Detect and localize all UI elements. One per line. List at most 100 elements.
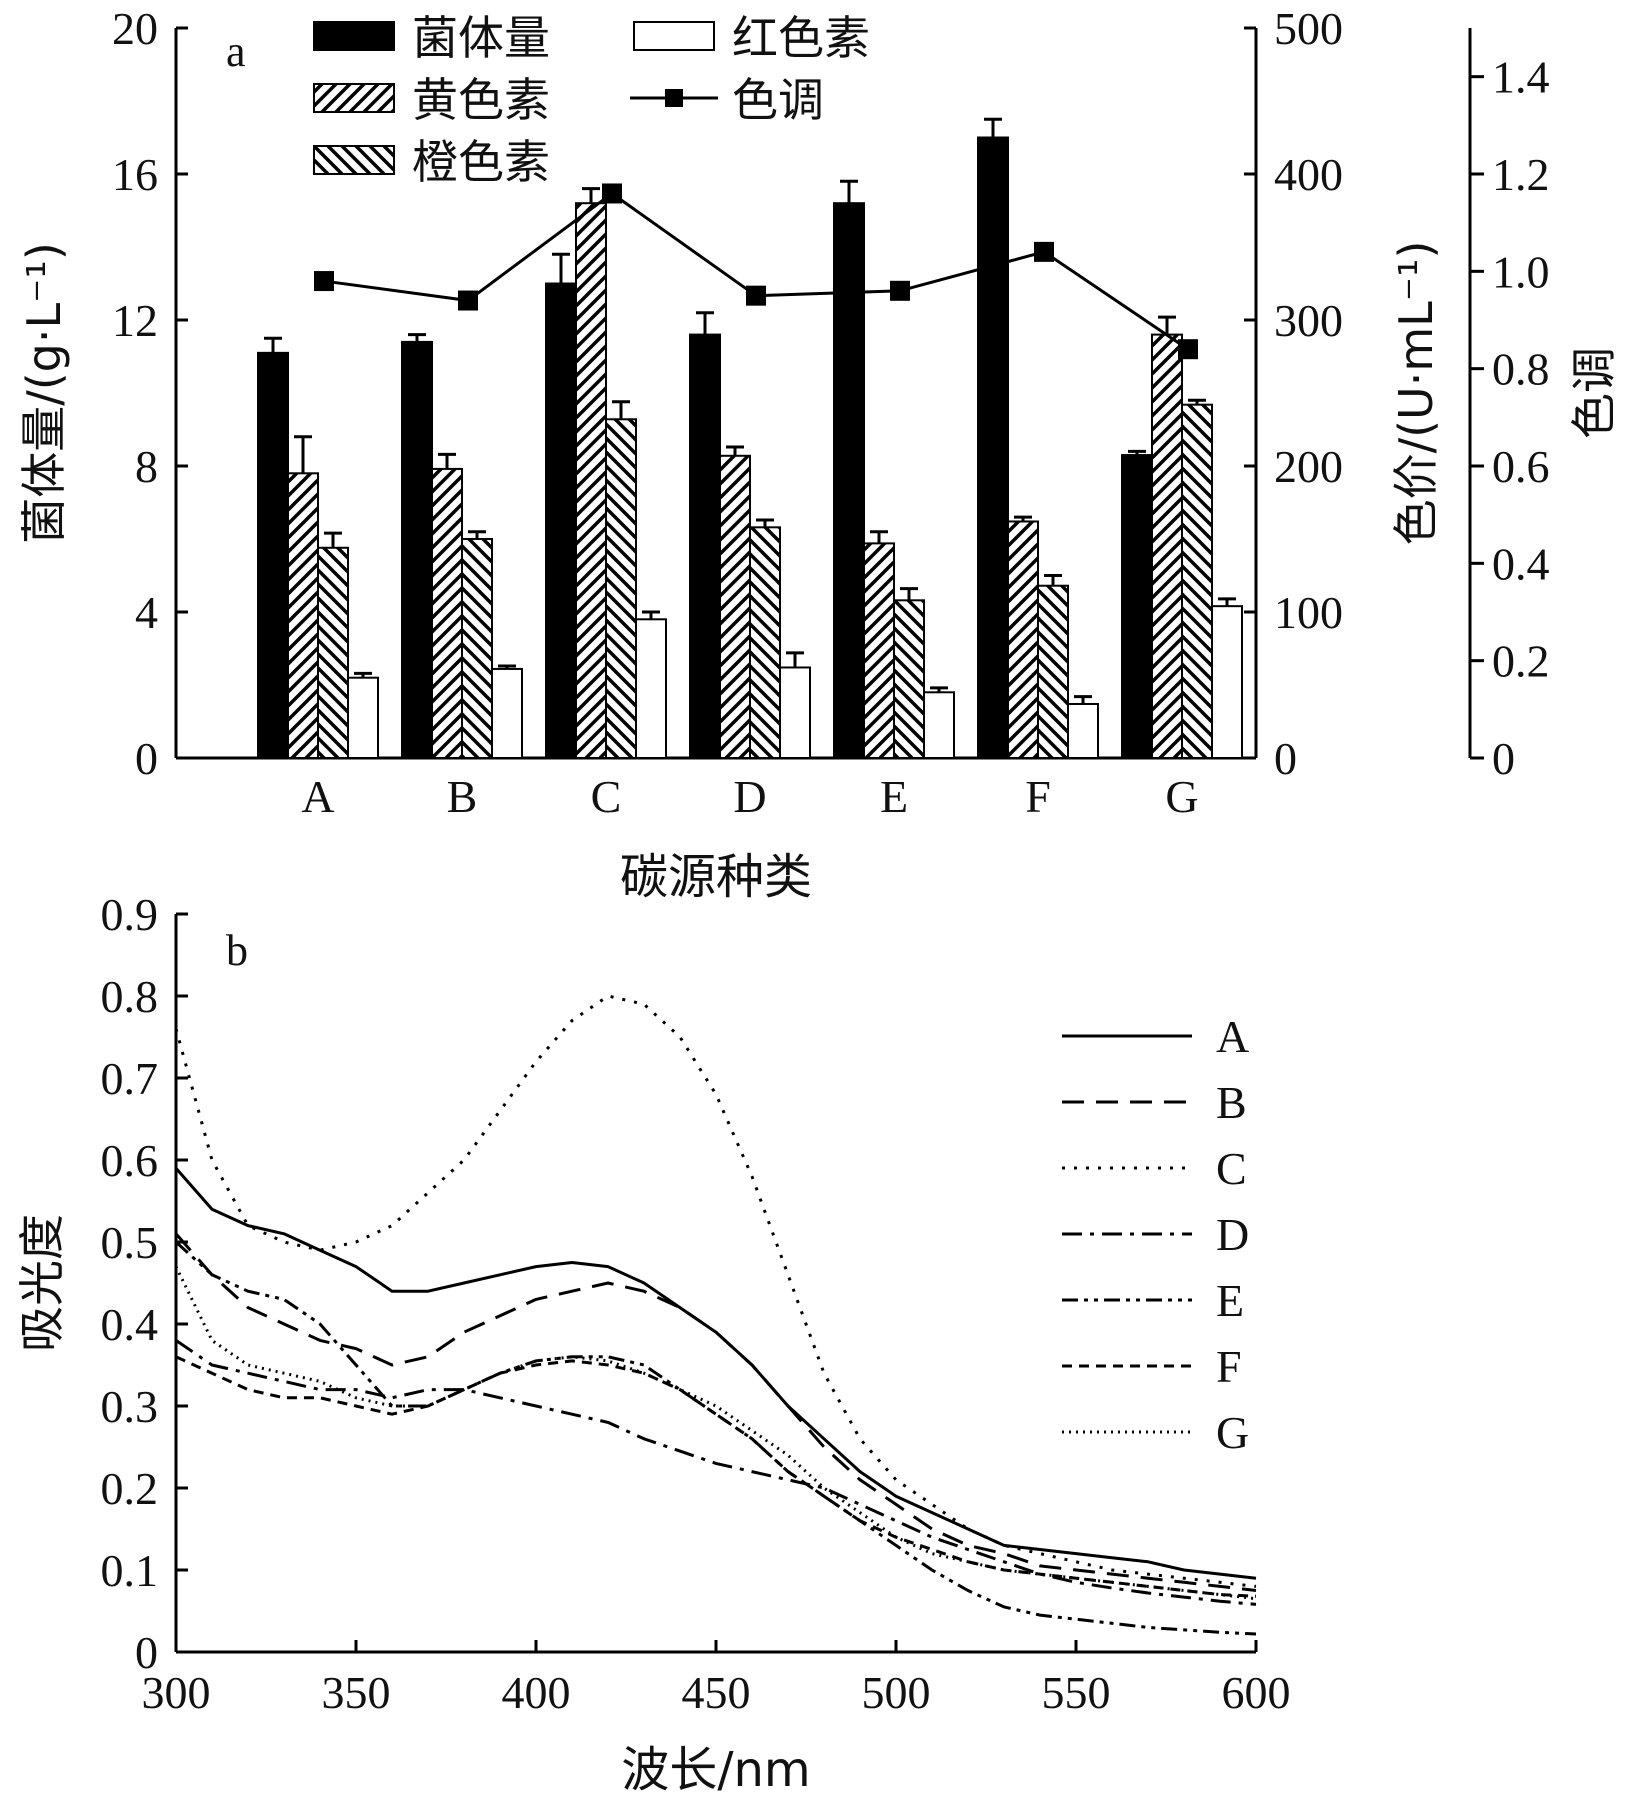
legend-label-B: B [1216, 1077, 1247, 1128]
panel-a-ticks: 048121620010020030040050000.20.40.60.81.… [112, 3, 1550, 784]
panel-b-x-tick-label: 400 [502, 1667, 571, 1718]
panel-b-y-tick-label: 0.9 [101, 889, 159, 940]
panel-b-x-tick-label: 450 [682, 1667, 751, 1718]
legend-label-red: 红色素 [732, 11, 870, 65]
legend-swatch-biomass [313, 21, 395, 51]
panel-b-y-tick-label: 0.8 [101, 971, 159, 1022]
bar-red [1211, 605, 1243, 759]
panel-b-letter: b [226, 926, 248, 975]
left-y-tick-label: 0 [135, 733, 158, 784]
panel-a-bar-chart: a 048121620010020030040050000.20.40.60.8… [17, 3, 1621, 905]
panel-a-bars: A B C D E F G [257, 117, 1243, 822]
left-y-tick-label: 8 [135, 441, 158, 492]
hue-marker [1034, 241, 1054, 262]
panel-b-y-tick-label: 0.4 [101, 1299, 159, 1350]
panel-b-y-tick-label: 0.3 [101, 1381, 159, 1432]
panel-b-series-lines [174, 994, 1257, 1636]
panel-b-x-tick-label: 600 [1222, 1667, 1291, 1718]
bar-red [779, 666, 811, 759]
panel-b-x-axis-label: 波长/nm [621, 1742, 810, 1798]
panel-b-ticks: 0 0.1 0.2 0.3 0.4 0.5 0.6 0.7 0.8 0.9 300 350 400 450… [101, 889, 1291, 1718]
hue-y-tick-label: 1.0 [1492, 246, 1550, 297]
left-y-axis-label: 菌体量/(g·L⁻¹) [17, 242, 71, 544]
bar-yellow [575, 202, 607, 759]
spectrum-line-E [174, 1240, 1257, 1636]
bar-orange [461, 538, 493, 759]
panel-b-y-tick-label: 0.6 [101, 1135, 159, 1186]
x-category-label: E [880, 771, 908, 822]
bar-red [491, 667, 523, 759]
bar-red [1067, 702, 1099, 759]
bar-orange [893, 599, 925, 759]
legend-swatch-orange [313, 145, 395, 175]
legend-swatch-red [633, 21, 715, 51]
hue-marker [314, 271, 334, 292]
bar-orange [605, 418, 637, 759]
spectrum-line-G [174, 1265, 1257, 1601]
bar-biomass [689, 333, 721, 759]
panel-b-line-chart: b 0 0.1 0.2 0.3 0.4 0.5 0.6 0.7 0.8 0.9 300 350 400 4… [15, 889, 1291, 1798]
right-y-tick-label: 0 [1274, 733, 1297, 784]
right-y-tick-label: 100 [1274, 587, 1343, 638]
panel-b-y-tick-label: 0.7 [101, 1053, 159, 1104]
panel-a-legend: 菌体量 黄色素 橙色素 红色素 色调 [313, 11, 870, 189]
hue-marker [602, 183, 622, 204]
hue-y-tick-label: 0 [1492, 733, 1515, 784]
right-y-axis-label-color-value: 色价/(U·mL⁻¹) [1389, 241, 1443, 546]
hue-marker [746, 285, 766, 306]
spectrum-line-B [174, 1232, 1257, 1592]
legend-label-A: A [1216, 1011, 1249, 1062]
x-category-label: G [1165, 771, 1198, 822]
bar-red [635, 618, 667, 759]
panel-b-y-tick-label: 0 [135, 1627, 158, 1678]
right-y-tick-label: 300 [1274, 295, 1343, 346]
hue-marker [458, 290, 478, 311]
spectrum-line-F [175, 1355, 1257, 1598]
panel-b-x-tick-label: 350 [322, 1667, 391, 1718]
left-y-tick-label: 4 [135, 587, 158, 638]
panel-a-letter: a [226, 27, 246, 76]
left-y-tick-label: 12 [112, 295, 158, 346]
bar-red [923, 691, 955, 759]
legend-label-C: C [1216, 1143, 1247, 1194]
x-category-label: A [301, 771, 334, 822]
bar-yellow [287, 472, 319, 759]
bar-red [347, 676, 379, 760]
bar-orange [1181, 403, 1213, 759]
right-y-axis-label-hue: 色调 [1567, 347, 1621, 439]
bar-orange [749, 526, 781, 759]
hue-marker [890, 280, 910, 301]
x-category-label: F [1025, 771, 1051, 822]
panel-b-y-tick-label: 0.1 [101, 1545, 159, 1596]
bar-biomass [257, 351, 289, 759]
bar-yellow [863, 542, 895, 759]
right-y-tick-label: 200 [1274, 441, 1343, 492]
legend-label-G: G [1216, 1407, 1249, 1458]
spectrum-line-C [174, 994, 1257, 1588]
right-y-tick-label: 400 [1274, 149, 1343, 200]
hue-y-tick-label: 1.2 [1492, 149, 1550, 200]
legend-label-D: D [1216, 1209, 1249, 1260]
panel-a-hue-line [314, 183, 1198, 360]
legend-label-biomass: 菌体量 [412, 11, 550, 65]
hue-y-tick-label: 1.4 [1492, 52, 1550, 103]
bar-biomass [1121, 454, 1153, 759]
panel-b-y-axis-label: 吸光度 [15, 1214, 69, 1352]
x-category-label: C [591, 771, 622, 822]
right-y-tick-label: 500 [1274, 3, 1343, 54]
hue-y-tick-label: 0.4 [1492, 538, 1550, 589]
bar-biomass [401, 340, 433, 759]
bar-yellow [1007, 520, 1039, 759]
bar-yellow [719, 454, 751, 759]
panel-b-x-tick-label: 550 [1042, 1667, 1111, 1718]
bar-orange [317, 546, 349, 760]
left-y-tick-label: 20 [112, 3, 158, 54]
bar-biomass [833, 202, 865, 759]
x-axis-label: 碳源种类 [620, 849, 812, 905]
x-category-label: B [447, 771, 478, 822]
legend-label-F: F [1216, 1341, 1242, 1392]
panel-b-x-tick-label: 500 [862, 1667, 931, 1718]
x-category-label: D [733, 771, 766, 822]
